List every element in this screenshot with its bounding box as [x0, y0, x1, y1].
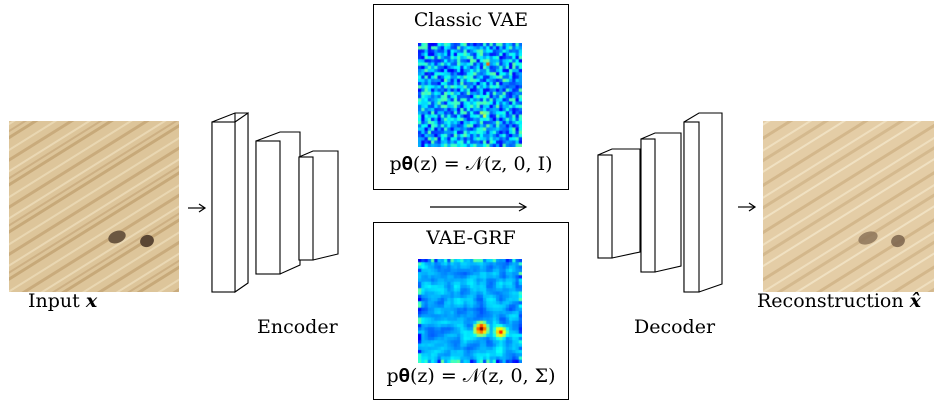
input-symbol: x — [85, 290, 98, 312]
decoder-label: Decoder — [634, 316, 716, 338]
reconstruction-symbol: x̂ — [909, 290, 921, 312]
reconstruction-label-text: Reconstruction — [757, 290, 904, 312]
input-label: Input x — [28, 290, 97, 312]
grf-latent-heatmap — [418, 259, 522, 363]
reconstruction-label: Reconstruction x̂ — [757, 290, 921, 312]
decoder-blocks — [597, 112, 723, 293]
grf-prior-formula: p𝛉(z) = 𝒩(z, 0, Σ) — [386, 365, 556, 387]
encoder-blocks — [211, 111, 339, 294]
vae-grf-box: VAE-GRF p𝛉(z) = 𝒩(z, 0, Σ) — [373, 222, 569, 400]
classic-latent-heatmap — [418, 43, 522, 147]
classic-vae-box: Classic VAE p𝛉(z) = 𝒩(z, 0, I) — [373, 4, 569, 190]
classic-vae-title: Classic VAE — [413, 9, 529, 31]
arrow-decoder-output — [738, 202, 757, 212]
input-label-text: Input — [28, 290, 80, 312]
encoder-label: Encoder — [257, 316, 338, 338]
reconstruction-image — [763, 121, 934, 292]
vae-grf-title: VAE-GRF — [426, 227, 516, 249]
arrow-input-encoder — [188, 203, 207, 213]
input-image — [9, 121, 179, 292]
classic-prior-formula: p𝛉(z) = 𝒩(z, 0, I) — [389, 153, 553, 175]
arrow-latent — [430, 202, 528, 212]
